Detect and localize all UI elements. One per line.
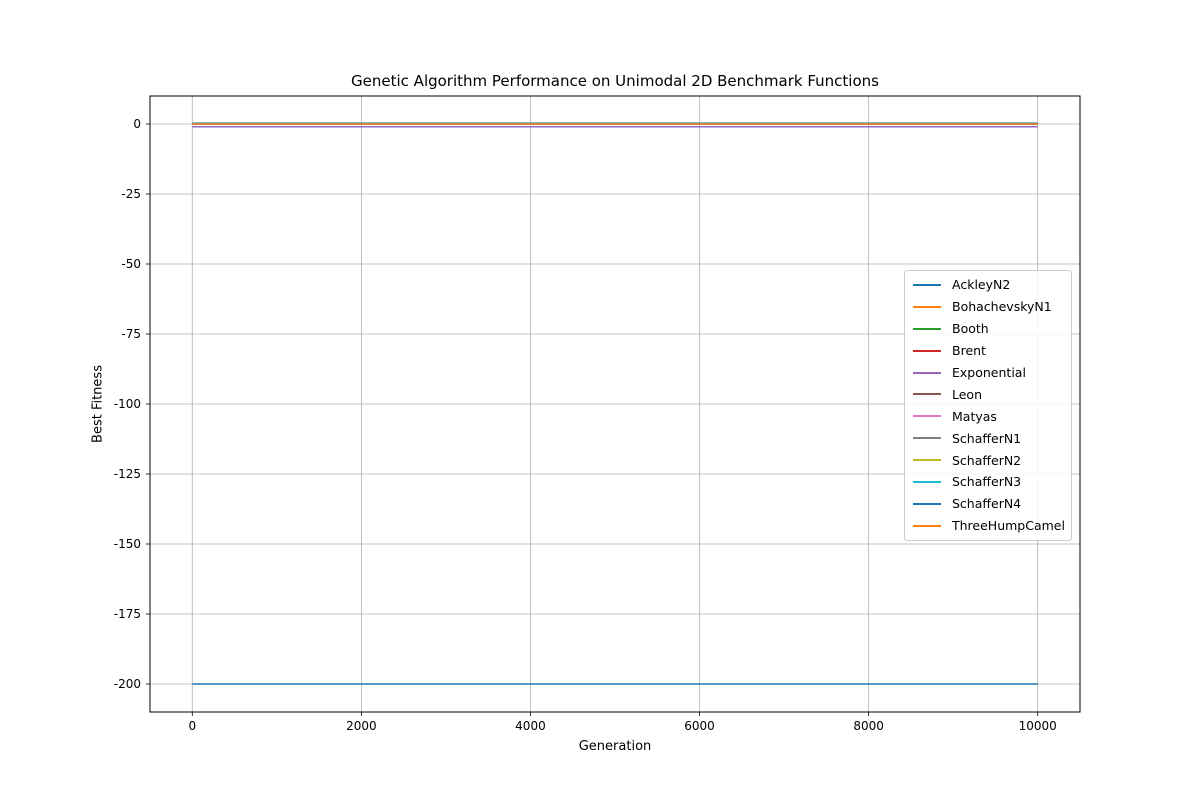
legend-label: Brent — [952, 343, 986, 359]
legend-label: SchafferN3 — [952, 474, 1022, 490]
legend-swatch — [913, 371, 941, 374]
legend-swatch — [913, 524, 941, 527]
legend-swatch — [913, 283, 941, 286]
x-tick-label: 2000 — [346, 719, 377, 733]
legend-item: BohachevskyN1 — [905, 296, 1071, 318]
legend-label: Matyas — [952, 408, 997, 424]
legend-label: Booth — [952, 321, 989, 337]
y-tick-label: -75 — [121, 327, 141, 341]
x-tick-label: 10000 — [1019, 719, 1057, 733]
y-tick-label: -125 — [114, 467, 141, 481]
legend-label: AckleyN2 — [952, 277, 1011, 293]
legend-swatch — [913, 327, 941, 330]
legend-item: ThreeHumpCamel — [905, 515, 1071, 537]
legend-item: SchafferN2 — [905, 449, 1071, 471]
legend-item: Leon — [905, 383, 1071, 405]
legend-item: Exponential — [905, 362, 1071, 384]
legend-label: BohachevskyN1 — [952, 299, 1052, 315]
legend-item: Matyas — [905, 405, 1071, 427]
x-tick-label: 8000 — [853, 719, 884, 733]
x-axis-label: Generation — [578, 739, 652, 754]
chart-legend: AckleyN2 BohachevskyN1 Booth Brent Exponenti… — [904, 270, 1072, 541]
x-tick-label: 6000 — [684, 719, 715, 733]
legend-item: SchafferN1 — [905, 427, 1071, 449]
y-axis-label: Best Fitness — [90, 365, 106, 443]
y-tick-label: -50 — [121, 257, 141, 271]
y-tick-label: -100 — [114, 397, 141, 411]
y-tick-label: -25 — [121, 187, 141, 201]
y-tick-label: 0 — [133, 117, 141, 131]
legend-label: SchafferN1 — [952, 430, 1022, 446]
x-tick-label: 0 — [188, 719, 196, 733]
legend-swatch — [913, 305, 941, 308]
legend-item: SchafferN4 — [905, 493, 1071, 515]
legend-swatch — [913, 393, 941, 396]
chart-title: Genetic Algorithm Performance on Unimoda… — [351, 72, 879, 90]
legend-item: Brent — [905, 340, 1071, 362]
legend-item: AckleyN2 — [905, 274, 1071, 296]
y-tick-label: -175 — [114, 607, 141, 621]
legend-swatch — [913, 437, 941, 440]
legend-swatch — [913, 349, 941, 352]
legend-swatch — [913, 415, 941, 418]
legend-label: Exponential — [952, 365, 1026, 380]
legend-label: SchafferN4 — [952, 496, 1022, 512]
legend-swatch — [913, 459, 941, 462]
y-tick-label: -200 — [114, 677, 141, 691]
y-tick-label: -150 — [114, 537, 141, 551]
legend-label: Leon — [952, 386, 983, 402]
legend-swatch — [913, 480, 941, 483]
legend-swatch — [913, 502, 941, 505]
legend-item: Booth — [905, 318, 1071, 340]
legend-item: SchafferN3 — [905, 471, 1071, 493]
legend-label: SchafferN2 — [952, 452, 1022, 468]
legend-label: ThreeHumpCamel — [952, 518, 1065, 534]
x-tick-label: 4000 — [515, 719, 546, 733]
